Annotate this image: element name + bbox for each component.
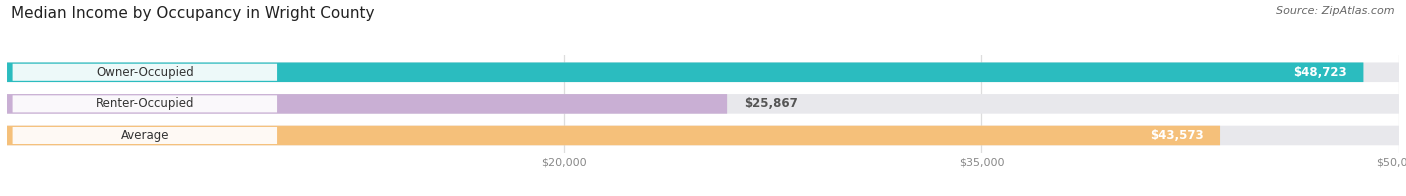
- FancyBboxPatch shape: [7, 94, 1399, 114]
- FancyBboxPatch shape: [7, 63, 1399, 82]
- Text: Owner-Occupied: Owner-Occupied: [96, 66, 194, 79]
- FancyBboxPatch shape: [13, 64, 277, 81]
- Text: $43,573: $43,573: [1150, 129, 1204, 142]
- FancyBboxPatch shape: [13, 127, 277, 144]
- FancyBboxPatch shape: [13, 95, 277, 113]
- FancyBboxPatch shape: [7, 94, 727, 114]
- Text: $25,867: $25,867: [744, 97, 797, 110]
- Text: Renter-Occupied: Renter-Occupied: [96, 97, 194, 110]
- Text: Median Income by Occupancy in Wright County: Median Income by Occupancy in Wright Cou…: [11, 6, 375, 21]
- Text: Average: Average: [121, 129, 169, 142]
- Text: Source: ZipAtlas.com: Source: ZipAtlas.com: [1277, 6, 1395, 16]
- FancyBboxPatch shape: [7, 63, 1364, 82]
- FancyBboxPatch shape: [7, 126, 1220, 145]
- FancyBboxPatch shape: [7, 126, 1399, 145]
- Text: $48,723: $48,723: [1294, 66, 1347, 79]
